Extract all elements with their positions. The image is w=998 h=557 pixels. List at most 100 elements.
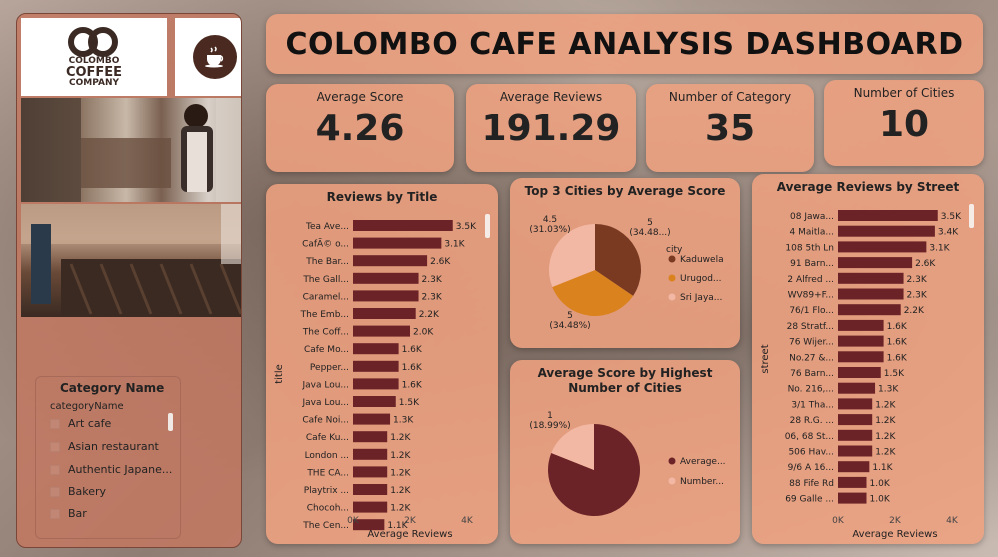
tick-label: Java Lou... [301, 380, 349, 390]
tick-label: 9/6 A 16... [788, 463, 834, 473]
bar [353, 501, 388, 513]
data-label: 1.2K [875, 400, 896, 410]
bar [838, 210, 938, 221]
checkbox[interactable] [50, 441, 60, 452]
bar [353, 396, 396, 407]
bar [353, 378, 399, 390]
data-label-percent: (31.03%) [529, 225, 570, 235]
data-label: 1.6K [887, 353, 908, 363]
tick-label: Chocoh... [307, 504, 349, 514]
data-label: 1.2K [390, 504, 411, 514]
filter-field-name: categoryName [50, 401, 124, 412]
pie-slice [551, 424, 594, 470]
bar [838, 492, 867, 504]
checkbox[interactable] [50, 508, 60, 519]
bar [838, 382, 876, 394]
bar [353, 466, 388, 478]
legend-label: Urugod... [680, 274, 722, 284]
bar [838, 445, 873, 457]
tick-label: The Gall... [302, 275, 349, 285]
tick-label: THE CA... [306, 468, 349, 478]
bar [353, 255, 428, 267]
tick-label: 506 Hav... [788, 448, 834, 458]
data-label-percent: (34.48...) [629, 228, 670, 238]
filter-scrollbar[interactable] [168, 413, 173, 431]
bar [353, 220, 453, 231]
dashboard-title: COLOMBO CAFE ANALYSIS DASHBOARD [285, 26, 964, 62]
x-axis-label: Average Reviews [367, 529, 452, 540]
filter-option[interactable]: Art cafe [50, 417, 111, 430]
legend-label: Kaduwela [680, 255, 724, 265]
scrollbar-thumb [969, 204, 974, 228]
filter-option[interactable]: Authentic Japane... [50, 463, 172, 476]
tick-label: The Bar... [305, 257, 349, 267]
x-tick-label: 2K [404, 516, 417, 526]
tick-label: The Coff... [302, 328, 349, 338]
kpi-number-of-category[interactable]: Number of Category 35 [646, 84, 814, 172]
bar [353, 237, 442, 249]
data-label: 2.3K [422, 292, 443, 302]
tick-label: The Cen... [302, 521, 349, 531]
tick-label: No. 216,... [788, 385, 834, 395]
tick-label: WV89+F... [788, 291, 834, 301]
legend-label: Average... [680, 457, 726, 467]
data-label: 2.6K [915, 259, 936, 269]
bar [838, 272, 904, 284]
data-label: 1.0K [870, 495, 891, 505]
reviews-by-street-chart[interactable]: Average Reviews by Street 08 Jawa... 3.5K… [752, 174, 984, 544]
kpi-average-score[interactable]: Average Score 4.26 [266, 84, 454, 172]
kpi-number-of-cities[interactable]: Number of Cities 10 [824, 80, 984, 166]
coffee-cup-icon [193, 35, 237, 79]
bar [838, 461, 870, 473]
bar-chart-svg: 08 Jawa... 3.5K 4 Maitla... 3.4K 108 5th Ln 3… [760, 204, 974, 540]
score-by-cities-pie-chart[interactable]: Average Score by Highest Number of Citie… [510, 360, 740, 544]
checkbox[interactable] [50, 464, 60, 475]
tick-label: Cafe Mo... [304, 345, 349, 355]
reviews-by-title-chart[interactable]: Reviews by Title Tea Ave... 3.5K CafÃ© o..… [266, 184, 498, 544]
checkbox[interactable] [50, 418, 60, 429]
legend-label: Number... [680, 477, 724, 487]
data-label: 1.2K [875, 416, 896, 426]
data-label: 1.1K [872, 463, 893, 473]
kpi-value: 35 [704, 108, 756, 149]
bar [838, 288, 904, 300]
tick-label: Tea Ave... [305, 222, 349, 232]
chart-title: Top 3 Cities by Average Score [524, 184, 726, 198]
logo-icon [68, 26, 120, 57]
data-label: 2.3K [907, 275, 928, 285]
brand-logo: COLOMBO COFFEE COMPANY [21, 18, 167, 96]
bar [838, 351, 884, 363]
data-label-value: 1 [547, 411, 553, 421]
top-cities-pie-chart[interactable]: Top 3 Cities by Average Score city Kaduwe… [510, 178, 740, 348]
bar [838, 335, 884, 347]
data-label-percent: (18.99%) [529, 421, 570, 431]
logo-line-1: COLOMBO [68, 55, 120, 66]
dashboard-title-panel: COLOMBO CAFE ANALYSIS DASHBOARD [266, 14, 983, 74]
legend-marker [668, 255, 676, 263]
tick-label: The Emb... [300, 310, 349, 320]
data-label-value: 5 [647, 218, 653, 228]
bar [353, 519, 385, 531]
chart-title: Average Reviews by Street [776, 180, 960, 194]
tick-label: Pepper... [310, 363, 349, 373]
logo-line-2: COFFEE [65, 64, 123, 80]
pie-slice [552, 270, 634, 316]
pie-slice [549, 224, 595, 288]
filter-option[interactable]: Bar [50, 507, 87, 520]
tick-label: Java Lou... [301, 398, 349, 408]
x-tick-label: 0K [832, 516, 845, 526]
kpi-average-reviews[interactable]: Average Reviews 191.29 [466, 84, 636, 172]
checkbox[interactable] [50, 486, 60, 497]
pie-chart-svg: Average... Number... 1(18.99%) [529, 411, 726, 516]
x-tick-label: 0K [347, 516, 360, 526]
legend-label: Sri Jaya... [680, 293, 722, 303]
data-label: 1.2K [875, 432, 896, 442]
tick-label: 08 Jawa... [790, 212, 834, 222]
filter-option[interactable]: Asian restaurant [50, 440, 159, 453]
scrollbar-thumb [485, 214, 490, 238]
chart-title-line-2: Number of Cities [568, 381, 682, 395]
bar [353, 431, 388, 443]
filter-option[interactable]: Bakery [50, 485, 106, 498]
tick-label: 4 Maitla... [790, 228, 835, 238]
category-filter: Category Name categoryName Art cafe Asia… [35, 376, 181, 539]
